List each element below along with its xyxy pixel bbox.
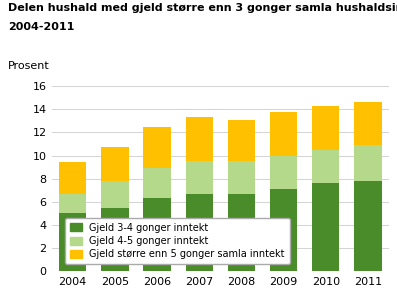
Legend: Gjeld 3-4 gonger inntekt, Gjeld 4-5 gonger inntekt, Gjeld større enn 5 gonger sa: Gjeld 3-4 gonger inntekt, Gjeld 4-5 gong… [65, 218, 290, 264]
Bar [270, 189, 297, 271]
Bar [185, 117, 213, 161]
Bar [143, 127, 171, 168]
Bar [59, 194, 87, 213]
Bar [59, 163, 87, 194]
Bar [354, 145, 382, 181]
Bar [101, 181, 129, 208]
Bar [270, 111, 297, 156]
Bar [143, 198, 171, 271]
Bar [228, 120, 255, 161]
Text: Prosent: Prosent [8, 62, 50, 71]
Bar [312, 106, 339, 150]
Bar [312, 150, 339, 183]
Bar [270, 156, 297, 189]
Bar [143, 168, 171, 198]
Bar [228, 194, 255, 271]
Bar [354, 102, 382, 145]
Text: Delen hushald med gjeld større enn 3 gonger samla hushaldsinntekt.: Delen hushald med gjeld større enn 3 gon… [8, 3, 397, 13]
Text: 2004-2011: 2004-2011 [8, 22, 74, 31]
Bar [101, 148, 129, 181]
Bar [312, 183, 339, 271]
Bar [185, 194, 213, 271]
Bar [354, 181, 382, 271]
Bar [228, 161, 255, 194]
Bar [59, 213, 87, 271]
Bar [101, 208, 129, 271]
Bar [185, 161, 213, 194]
